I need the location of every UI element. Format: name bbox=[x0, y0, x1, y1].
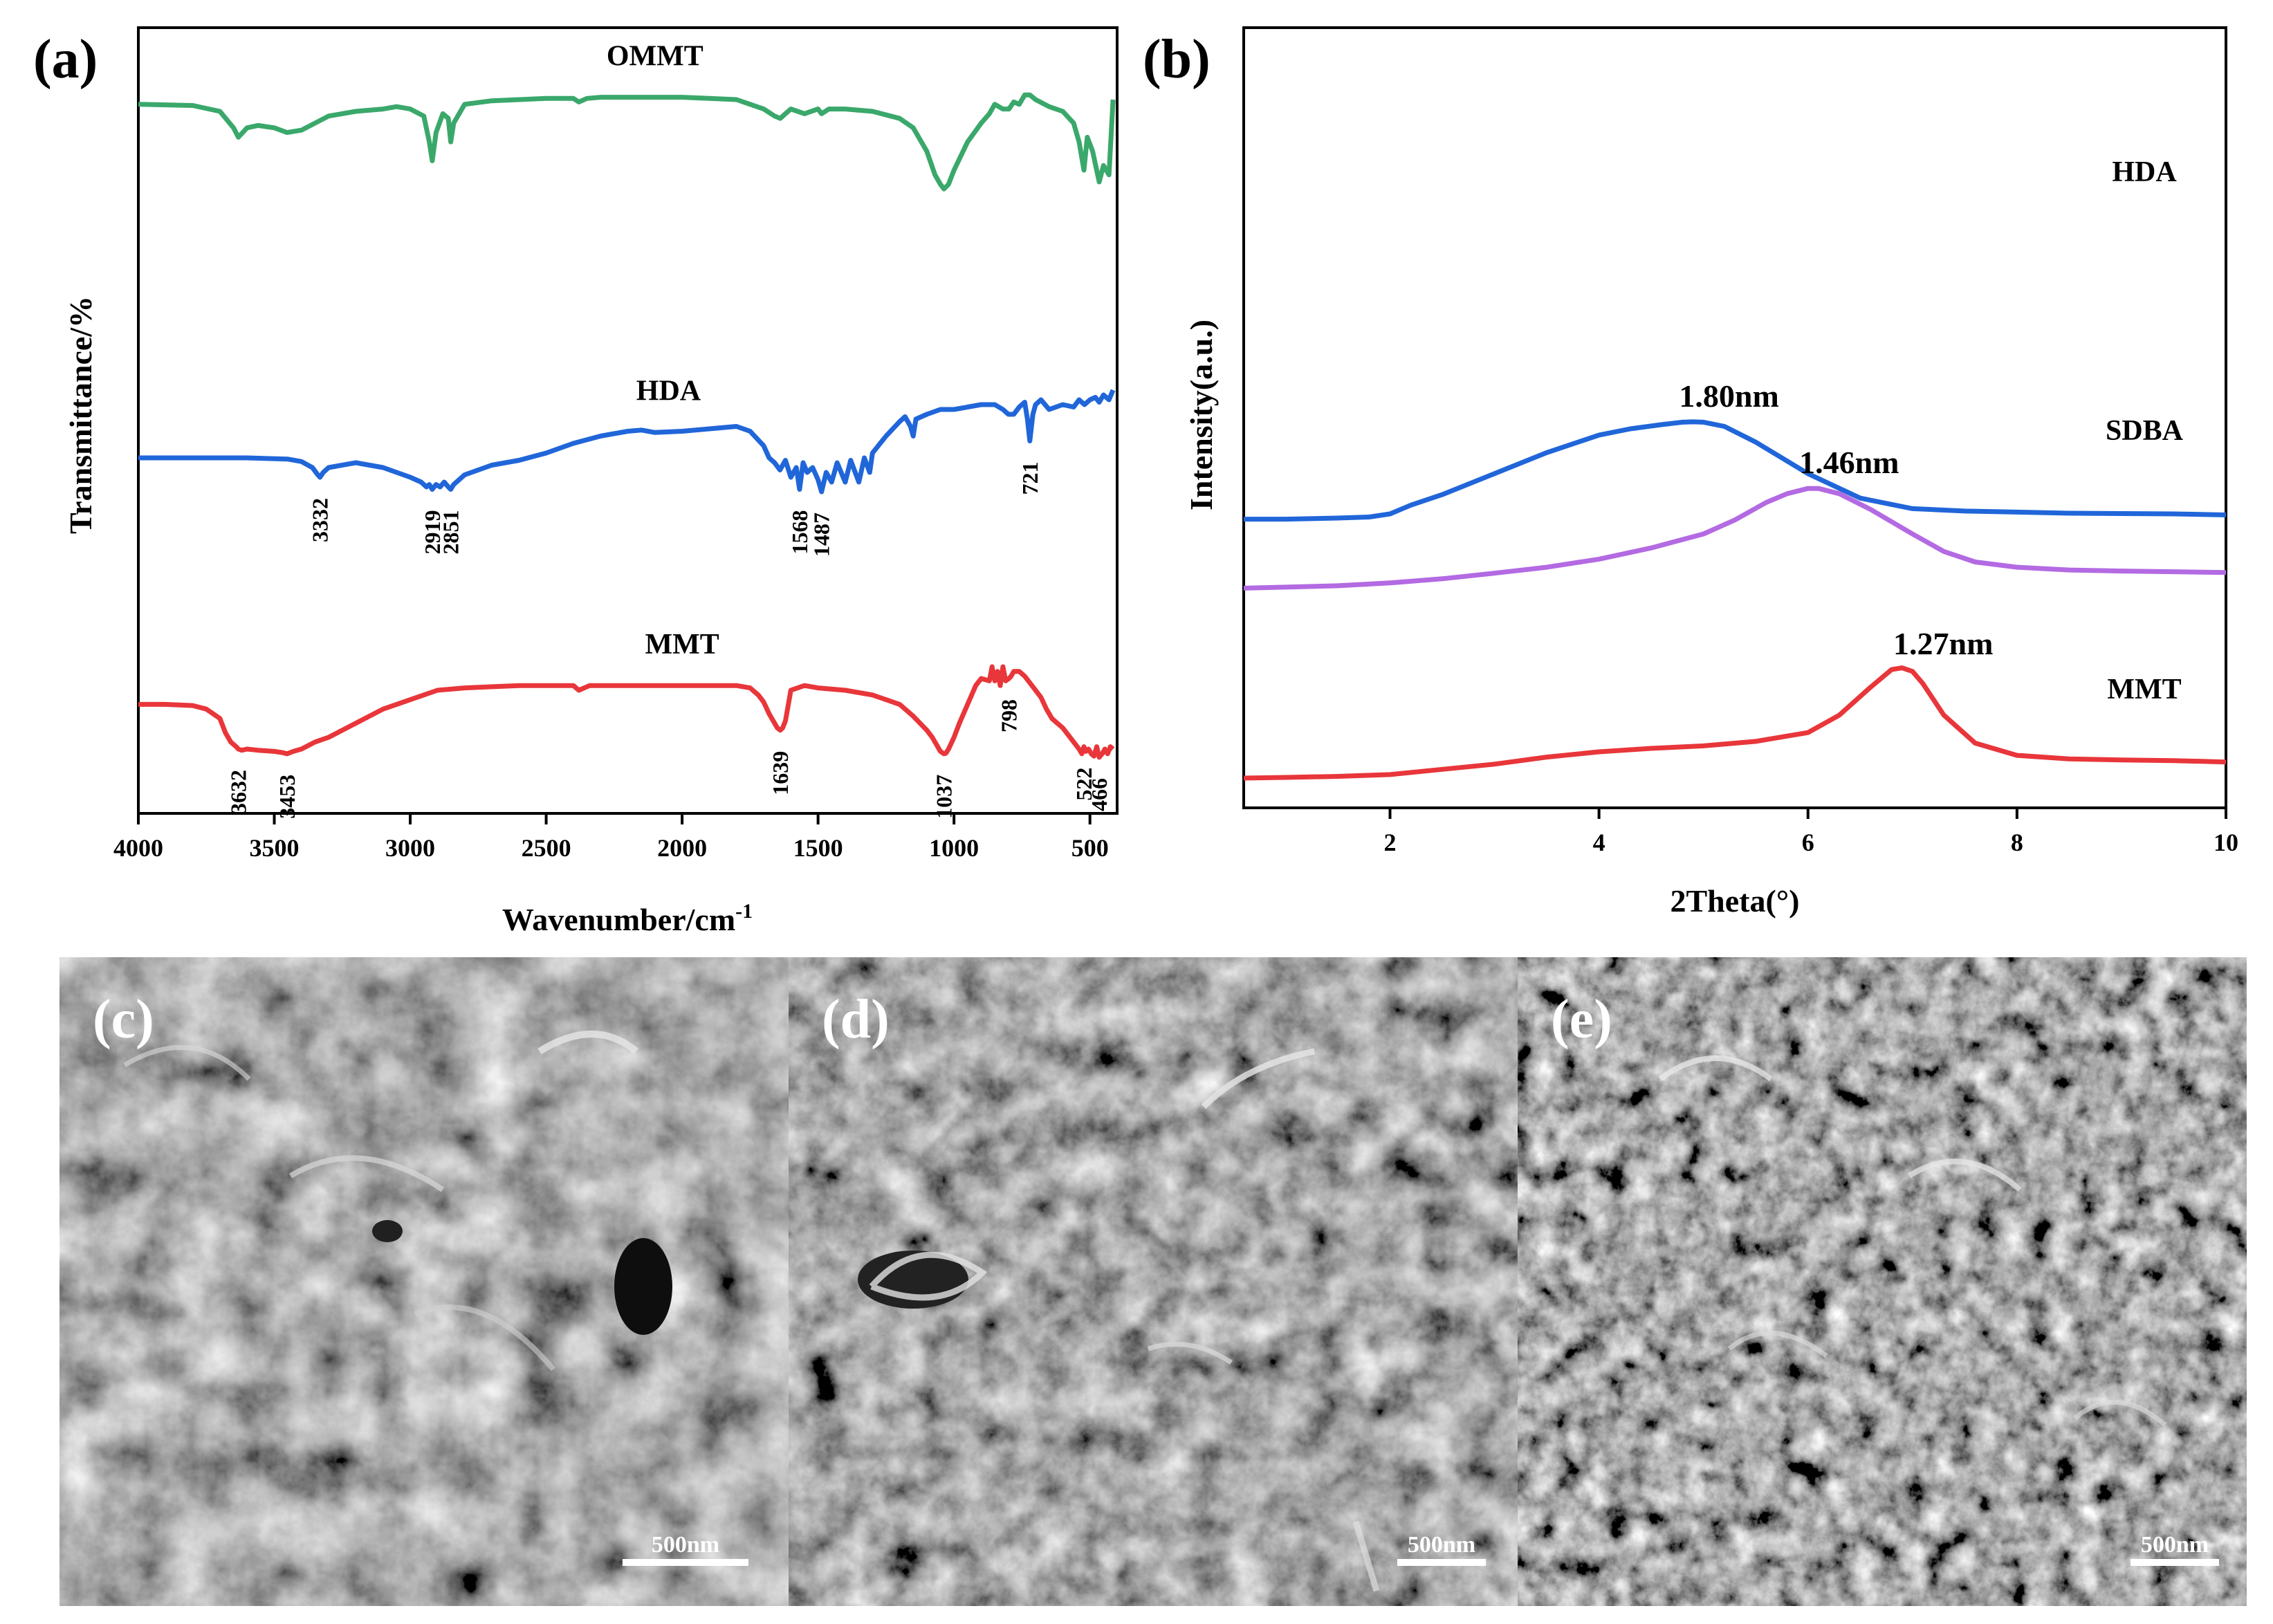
xrd-panel: (b) 2 4 6 8 10 1.80nmHDA1.46nmSDBA1.27nmMMT … bbox=[1143, 26, 2238, 919]
sem-flake-edge bbox=[288, 1155, 445, 1192]
ftir-peak-label: 1639 bbox=[768, 751, 793, 795]
ftir-x-ticks: 4000 3500 3000 2500 2000 1500 1000 500 bbox=[113, 813, 1109, 862]
sem-pore bbox=[372, 1220, 403, 1242]
ftir-x-axis-label: Wavenumber/cm-1 bbox=[502, 900, 753, 937]
ftir-x-tick-label: 2500 bbox=[522, 834, 571, 862]
xrd-dspacing-label: 1.27nm bbox=[1893, 626, 1993, 661]
sem-flake-edge bbox=[1727, 1330, 1828, 1358]
sem-image-c: (c) 500nm bbox=[59, 957, 789, 1606]
panel-label-a: (a) bbox=[33, 29, 98, 90]
ftir-x-tick-label: 3500 bbox=[250, 834, 300, 862]
xrd-plot-frame bbox=[1242, 26, 2227, 809]
xrd-series-sdba bbox=[1243, 486, 2227, 591]
xrd-annotations: 1.80nm HDA 1.46nm SDBA 1.27nm MMT bbox=[1679, 156, 2183, 705]
sem-texture-c bbox=[59, 957, 789, 1606]
xrd-series-label: HDA bbox=[2112, 156, 2177, 188]
sem-flake-edge bbox=[1907, 1159, 2022, 1192]
sem-image-d: (d) 500nm bbox=[789, 957, 1518, 1606]
xrd-x-axis-label: 2Theta(°) bbox=[1670, 883, 1799, 919]
sem-flake-edge bbox=[414, 1304, 556, 1372]
ftir-peak-label: 466 bbox=[1087, 778, 1112, 811]
ftir-x-tick-label: 3000 bbox=[385, 834, 435, 862]
xrd-series-hda bbox=[1244, 419, 2227, 522]
sem-flake-edge bbox=[123, 1044, 251, 1081]
ftir-series-hda bbox=[138, 389, 1116, 495]
sem-flake-edge bbox=[869, 1251, 988, 1301]
ftir-peak-label: 3332 bbox=[308, 498, 333, 542]
sem-flake-edge bbox=[1658, 1055, 1773, 1082]
ftir-x-tick-label: 500 bbox=[1071, 834, 1109, 862]
ftir-peak-label: 721 bbox=[1018, 462, 1042, 495]
ftir-x-tick-label: 2000 bbox=[657, 834, 707, 862]
ftir-x-tick-label: 4000 bbox=[113, 834, 163, 862]
xrd-y-axis-label: Intensity(a.u.) bbox=[1184, 320, 1219, 510]
ftir-peak-label: 2919 bbox=[420, 510, 445, 555]
sem-pore bbox=[614, 1238, 672, 1335]
xrd-x-tick-label: 10 bbox=[2214, 829, 2238, 856]
ftir-series-ommt bbox=[138, 92, 1116, 192]
ftir-peak-label: 798 bbox=[997, 699, 1022, 732]
scale-bar-d bbox=[1397, 1559, 1486, 1566]
sem-image-e: (e) 500nm bbox=[1518, 957, 2247, 1606]
panel-label-b: (b) bbox=[1143, 29, 1211, 90]
scale-bar-e bbox=[2131, 1559, 2219, 1566]
ftir-panel: (a) 4000 3500 3000 2500 2000 1500 1000 500 OMMT… bbox=[33, 26, 1119, 937]
scale-bar-label-d: 500nm bbox=[1408, 1532, 1475, 1558]
ftir-peak-label: 2851 bbox=[439, 510, 463, 555]
ftir-plot-frame bbox=[137, 26, 1119, 815]
ftir-peak-label: 1568 bbox=[787, 510, 812, 555]
sem-flake-edge bbox=[1201, 1048, 1315, 1109]
xrd-series-mmt bbox=[1243, 665, 2227, 781]
ftir-peak-label: 1037 bbox=[932, 775, 957, 819]
scale-bar-label-c: 500nm bbox=[652, 1532, 719, 1558]
xrd-dspacing-label: 1.46nm bbox=[1799, 445, 1899, 480]
xrd-x-ticks: 2 4 6 8 10 bbox=[1383, 808, 2238, 856]
xrd-series bbox=[1243, 419, 2227, 781]
xrd-series-label: SDBA bbox=[2106, 415, 2184, 447]
xrd-x-tick-label: 8 bbox=[2011, 829, 2023, 856]
ftir-series-label: MMT bbox=[645, 629, 719, 661]
ftir-peak-label: 3453 bbox=[275, 775, 300, 819]
ftir-peak-label: 3632 bbox=[226, 770, 251, 814]
sem-flake-edge bbox=[1352, 1520, 1380, 1592]
xrd-series-label: MMT bbox=[2107, 674, 2181, 705]
xrd-dspacing-label: 1.80nm bbox=[1679, 378, 1778, 414]
xrd-x-tick-label: 2 bbox=[1383, 829, 1396, 856]
xrd-x-tick-label: 6 bbox=[1802, 829, 1814, 856]
ftir-peak-label: 1487 bbox=[809, 513, 834, 557]
ftir-series-label: OMMT bbox=[607, 41, 703, 73]
scale-bar-label-e: 500nm bbox=[2141, 1532, 2209, 1558]
ftir-peak-label: 522 bbox=[1071, 768, 1096, 801]
ftir-series-mmt bbox=[138, 664, 1115, 760]
ftir-y-axis-label: Transmittance/% bbox=[63, 296, 98, 534]
ftir-series-label: HDA bbox=[636, 375, 701, 407]
sem-texture-e bbox=[1518, 957, 2247, 1606]
panel-label-d: (d) bbox=[822, 989, 890, 1050]
panel-label-c: (c) bbox=[93, 989, 154, 1050]
scale-bar-c bbox=[623, 1559, 748, 1566]
xrd-x-tick-label: 4 bbox=[1593, 829, 1605, 856]
sem-flake-edge bbox=[537, 1031, 639, 1055]
ftir-x-tick-label: 1000 bbox=[929, 834, 979, 862]
sem-flake-edge bbox=[1147, 1341, 1233, 1365]
sem-flake-edge bbox=[2073, 1399, 2167, 1427]
ftir-x-tick-label: 1500 bbox=[793, 834, 843, 862]
ftir-series bbox=[138, 92, 1116, 760]
panel-label-e: (e) bbox=[1551, 989, 1612, 1050]
